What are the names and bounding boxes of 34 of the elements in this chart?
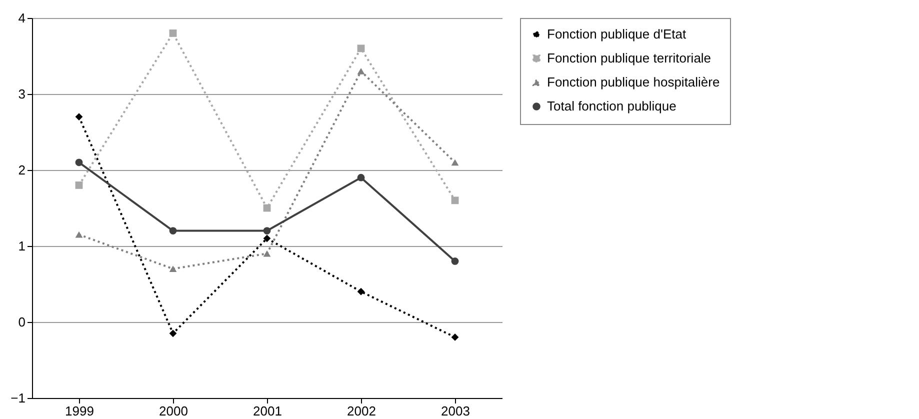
x-tick-label: 2001 xyxy=(253,404,282,418)
y-tick-label: 4 xyxy=(18,10,26,26)
point xyxy=(75,158,83,166)
point xyxy=(451,159,459,166)
point xyxy=(357,68,365,74)
point xyxy=(451,333,459,341)
x-tick-label: 2003 xyxy=(441,404,470,418)
y-tick-label: 1 xyxy=(18,238,26,254)
point xyxy=(75,181,83,189)
y-tick-label: 0 xyxy=(18,314,26,330)
legend-label: Total fonction publique xyxy=(547,98,676,114)
legend-label: Fonction publique d'Etat xyxy=(547,26,686,42)
point xyxy=(357,44,365,52)
point xyxy=(263,227,271,234)
y-tick-label: 2 xyxy=(18,162,26,178)
x-tick-label: 2000 xyxy=(159,404,188,418)
point xyxy=(169,330,177,338)
x-tick-label: 2002 xyxy=(347,404,376,418)
point xyxy=(169,29,177,37)
point xyxy=(357,174,365,182)
legend-label: Fonction publique hospitalière xyxy=(547,74,720,90)
legend-label: Fonction publique territoriale xyxy=(547,50,712,66)
point xyxy=(169,266,177,272)
point xyxy=(451,196,459,204)
point xyxy=(451,258,459,265)
point xyxy=(75,231,83,238)
point xyxy=(357,288,365,296)
y-tick-label: −1 xyxy=(10,390,26,406)
point xyxy=(263,234,271,242)
point xyxy=(75,113,83,121)
point xyxy=(169,227,177,234)
y-tick-label: 3 xyxy=(18,86,26,102)
x-tick-label: 1999 xyxy=(65,404,94,418)
point xyxy=(263,250,271,257)
